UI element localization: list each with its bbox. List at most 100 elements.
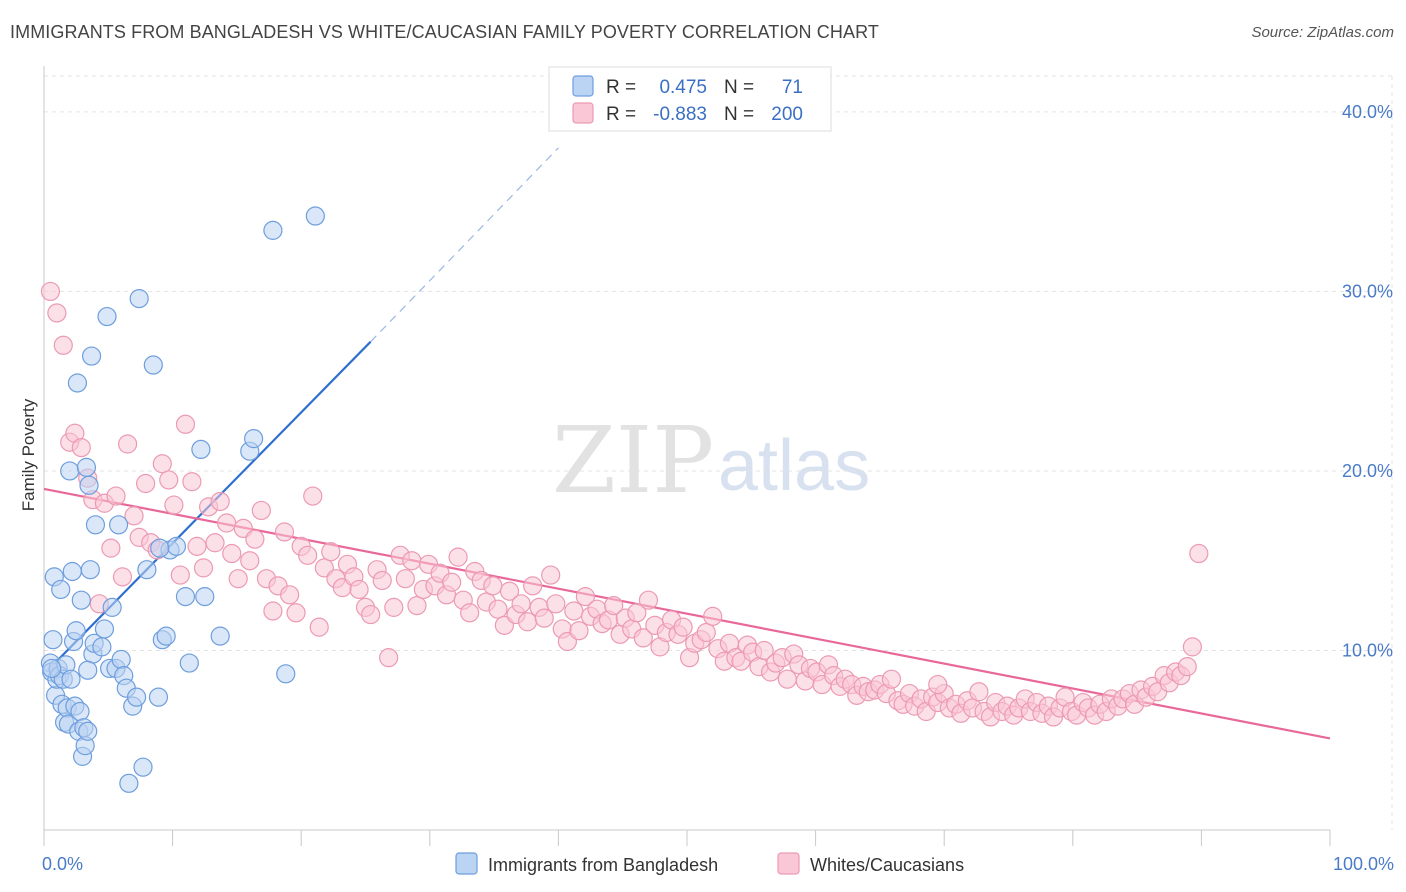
whites-point-1 <box>47 303 67 323</box>
y-tick-label-3: 40.0% <box>1342 102 1393 122</box>
bangladesh-point-52 <box>143 355 163 375</box>
bangladesh-point-17 <box>62 561 82 582</box>
bangladesh-point-49 <box>129 289 149 309</box>
bangladesh-point-20 <box>66 621 86 641</box>
whites-point-61 <box>395 569 415 589</box>
whites-point-81 <box>511 594 531 614</box>
bangladesh-point-70 <box>42 658 62 679</box>
whites-point-40 <box>274 522 295 542</box>
whites-point-32 <box>228 569 248 589</box>
bangladesh-point-69 <box>78 660 98 680</box>
bangladesh-trend-extension <box>370 147 559 343</box>
stats-pink-swatch <box>572 102 594 124</box>
whites-point-82 <box>517 612 538 632</box>
bangladesh-point-53 <box>148 687 169 707</box>
whites-point-5 <box>71 438 91 458</box>
whites-point-46 <box>309 617 329 637</box>
whites-point-79 <box>499 581 520 601</box>
watermark-zip: ZIP <box>552 407 714 514</box>
whites-point-53 <box>349 579 369 600</box>
stats-pink-r-label: R = <box>606 104 636 125</box>
whites-point-114 <box>703 606 723 626</box>
whites-point-76 <box>483 576 503 596</box>
bangladesh-point-38 <box>97 306 117 327</box>
whites-point-92 <box>575 587 596 607</box>
whites-point-25 <box>187 536 207 556</box>
watermark-atlas: atlas <box>718 426 870 506</box>
bangladesh-point-67 <box>305 206 325 226</box>
bangladesh-point-68 <box>150 538 170 558</box>
whites-point-28 <box>205 533 225 553</box>
whites-point-97 <box>604 595 624 616</box>
whites-point-85 <box>534 608 554 628</box>
whites-point-11 <box>106 486 126 506</box>
bangladesh-point-62 <box>210 626 230 646</box>
whites-point-103 <box>638 590 659 610</box>
bangladesh-point-30 <box>79 475 99 495</box>
stats-blue-swatch <box>572 75 594 97</box>
whites-point-20 <box>159 470 179 490</box>
whites-point-160 <box>969 682 989 702</box>
whites-point-14 <box>124 506 144 526</box>
whites-point-36 <box>251 500 271 521</box>
whites-point-22 <box>170 565 190 585</box>
whites-point-127 <box>777 669 797 689</box>
whites-point-70 <box>448 547 468 567</box>
whites-point-109 <box>673 617 693 637</box>
whites-point-48 <box>321 542 341 562</box>
bangladesh-point-16 <box>61 669 81 689</box>
whites-point-45 <box>303 486 323 506</box>
whites-point-77 <box>488 599 508 619</box>
legend-whites-label: Whites/Caucasians <box>810 855 964 875</box>
bangladesh-point-50 <box>133 757 153 777</box>
whites-point-83 <box>523 576 543 596</box>
stats-blue-r-value: 0.475 <box>659 77 707 98</box>
stats-blue-n-label: N = <box>724 77 754 98</box>
whites-point-102 <box>633 628 653 648</box>
whites-point-145 <box>881 669 902 689</box>
whites-point-12 <box>112 567 133 587</box>
legend-bangladesh-label: Immigrants from Bangladesh <box>488 855 718 875</box>
bangladesh-point-21 <box>67 373 88 393</box>
whites-point-87 <box>546 594 566 614</box>
y-tick-label-2: 30.0% <box>1342 281 1393 301</box>
whites-point-35 <box>245 529 265 549</box>
whites-point-16 <box>135 473 156 494</box>
watermark: ZIP atlas <box>552 407 870 514</box>
whites-point-59 <box>384 597 404 617</box>
bangladesh-point-64 <box>244 429 264 449</box>
whites-point-44 <box>298 545 318 565</box>
bangladesh-point-43 <box>111 649 131 670</box>
bangladesh-point-66 <box>276 664 296 684</box>
whites-point-101 <box>627 603 647 623</box>
x-tick-label-0: 0.0% <box>42 854 83 874</box>
y-axis-label: Family Poverty <box>19 398 38 511</box>
whites-point-31 <box>222 543 242 564</box>
bangladesh-point-61 <box>195 587 215 607</box>
whites-point-2 <box>53 335 73 355</box>
bangladesh-point-42 <box>108 515 129 535</box>
whites-point-72 <box>460 603 480 623</box>
bangladesh-point-35 <box>85 515 106 535</box>
legend-whites-swatch <box>777 852 800 875</box>
series-whites-points <box>40 281 1209 727</box>
bangladesh-point-55 <box>156 626 176 646</box>
bangladesh-point-57 <box>166 536 187 556</box>
series-legend: Immigrants from Bangladesh Whites/Caucas… <box>455 852 964 875</box>
stats-blue-n-value: 71 <box>782 77 803 98</box>
bangladesh-point-31 <box>80 560 100 580</box>
bangladesh-point-46 <box>119 773 139 793</box>
bangladesh-point-15 <box>60 461 80 481</box>
whites-point-21 <box>164 495 184 515</box>
whites-point-123 <box>754 640 774 661</box>
y-tick-labels: 10.0% 20.0% 30.0% 40.0% <box>1342 102 1393 661</box>
whites-point-23 <box>175 414 196 434</box>
legend-bangladesh-swatch <box>455 852 478 875</box>
x-tick-label-1: 100.0% <box>1333 854 1394 874</box>
whites-point-90 <box>564 601 584 621</box>
whites-point-196 <box>1177 657 1197 677</box>
bangladesh-point-65 <box>263 220 283 240</box>
bangladesh-point-32 <box>81 346 102 366</box>
bangladesh-point-40 <box>102 597 122 617</box>
whites-point-91 <box>569 621 589 641</box>
